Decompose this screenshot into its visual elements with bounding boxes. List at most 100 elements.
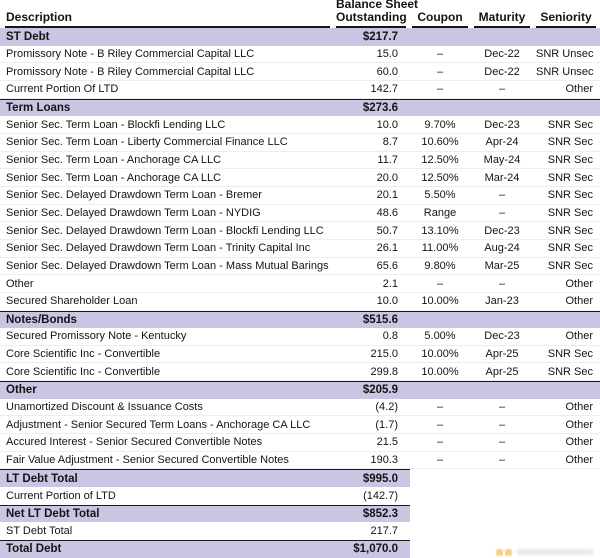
table-row: Unamortized Discount & Issuance Costs (4.… (0, 398, 600, 417)
cell-maturity: Dec-23 (484, 224, 520, 237)
table-row: Senior Sec. Delayed Drawdown Term Loan -… (0, 222, 600, 240)
cell-coupon: – (436, 436, 444, 449)
cell-coupon: – (436, 83, 444, 96)
cell-seniority: SNR Unsec (536, 47, 594, 60)
table-rows: ST Debt $217.7 Promissory Note - B Riley C… (0, 28, 600, 558)
table-row: Core Scientific Inc - Convertible 299.8 10… (0, 363, 600, 382)
cell-coupon: – (436, 418, 444, 431)
cell-maturity: – (498, 83, 506, 96)
cell-maturity: Dec-22 (484, 47, 520, 60)
cell-coupon: 9.70% (424, 118, 456, 131)
cell-outstanding: (1.7) (375, 418, 398, 431)
cell-seniority: Other (565, 401, 593, 414)
cell-maturity: Jan-23 (485, 295, 519, 308)
summary-total-row: LT Debt Total $995.0 (0, 469, 410, 488)
watermark-logo (496, 546, 594, 558)
table-row: Core Scientific Inc - Convertible 215.0 10… (0, 345, 600, 364)
cell-description: LT Debt Total (6, 472, 78, 485)
cell-outstanding: 50.7 (376, 224, 398, 237)
cell-description: Senior Sec. Term Loan - Liberty Commerci… (6, 136, 288, 149)
table-row: Other 2.1 – – Other (0, 275, 600, 293)
cell-seniority: SNR Sec (547, 348, 593, 361)
cell-description: Senior Sec. Delayed Drawdown Term Loan -… (6, 259, 329, 272)
cell-maturity: Mar-25 (484, 259, 520, 272)
column-header-outstanding-line1: Balance Sheet (336, 0, 419, 11)
cell-description: Senior Sec. Delayed Drawdown Term Loan -… (6, 224, 324, 237)
cell-description: Senior Sec. Term Loan - Anchorage CA LLC (6, 171, 222, 184)
cell-coupon: 11.00% (421, 242, 459, 255)
cell-description: Core Scientific Inc - Convertible (6, 365, 161, 378)
column-header-seniority: Seniority (536, 11, 596, 28)
table-row: Promissory Note - B Riley Commercial Cap… (0, 45, 600, 64)
cell-seniority: SNR Sec (547, 171, 593, 184)
cell-outstanding: $273.6 (362, 101, 398, 114)
cell-outstanding: $515.6 (362, 313, 398, 326)
cell-seniority: Other (565, 295, 593, 308)
cell-outstanding: 60.0 (376, 65, 398, 78)
cell-description: Adjustment - Senior Secured Term Loans -… (6, 418, 311, 431)
cell-coupon: – (436, 47, 444, 60)
cell-outstanding: 0.8 (382, 330, 398, 343)
cell-outstanding: 20.1 (376, 189, 398, 202)
cell-description: Promissory Note - B Riley Commercial Cap… (6, 47, 255, 60)
table-row: Senior Sec. Term Loan - Anchorage CA LLC… (0, 151, 600, 170)
cell-outstanding: 21.5 (376, 436, 398, 449)
summary-line-row: ST Debt Total 217.7 (0, 522, 410, 541)
cell-coupon: 13.10% (421, 224, 459, 237)
cell-coupon: 9.80% (424, 259, 456, 272)
cell-outstanding: 11.7 (377, 153, 398, 166)
cell-maturity: – (498, 418, 506, 431)
table-row: Promissory Note - B Riley Commercial Cap… (0, 63, 600, 81)
cell-outstanding: 142.7 (370, 83, 398, 96)
cell-description: Notes/Bonds (6, 313, 77, 326)
cell-description: Senior Sec. Delayed Drawdown Term Loan -… (6, 242, 311, 255)
table-row: Senior Sec. Term Loan - Liberty Commerci… (0, 133, 600, 152)
cell-description: Term Loans (6, 101, 71, 114)
cell-coupon: 12.50% (421, 153, 459, 166)
table-row: Senior Sec. Delayed Drawdown Term Loan -… (0, 239, 600, 258)
cell-seniority: SNR Sec (547, 206, 593, 219)
summary-line-row: Current Portion of LTD (142.7) (0, 487, 410, 505)
cell-description: Other (6, 277, 34, 290)
cell-maturity: Dec-23 (484, 118, 520, 131)
summary-total-row: Total Debt $1,070.0 (0, 540, 410, 558)
table-row: Senior Sec. Term Loan - Blockfi Lending … (0, 116, 600, 134)
table-row: Current Portion Of LTD 142.7 – – Other (0, 80, 600, 99)
summary-total-row: Net LT Debt Total $852.3 (0, 504, 410, 523)
cell-description: ST Debt Total (6, 525, 73, 538)
table-row: Adjustment - Senior Secured Term Loans -… (0, 416, 600, 435)
cell-maturity: Apr-24 (485, 136, 519, 149)
cell-coupon: 12.50% (421, 171, 459, 184)
cell-outstanding: 20.0 (376, 171, 398, 184)
cell-seniority: SNR Unsec (536, 65, 594, 78)
cell-outstanding: 299.8 (370, 365, 398, 378)
cell-description: Fair Value Adjustment - Senior Secured C… (6, 454, 289, 467)
cell-outstanding: (142.7) (363, 489, 398, 502)
cell-outstanding: 190.3 (370, 454, 398, 467)
cell-coupon: – (436, 65, 444, 78)
cell-seniority: SNR Sec (547, 189, 593, 202)
cell-outstanding: 8.7 (382, 136, 398, 149)
watermark-illegible-text (516, 549, 594, 555)
cell-coupon: 10.00% (421, 295, 459, 308)
cell-maturity: Dec-22 (484, 65, 520, 78)
section-row: ST Debt $217.7 (0, 28, 600, 46)
cell-outstanding: $852.3 (362, 508, 398, 521)
cell-outstanding: 48.6 (376, 206, 398, 219)
cell-coupon: Range (423, 206, 457, 219)
cell-maturity: Apr-25 (485, 348, 519, 361)
cell-outstanding: 65.6 (376, 259, 398, 272)
section-row: Other $205.9 (0, 381, 600, 399)
cell-description: Total Debt (6, 543, 62, 556)
cell-outstanding: $205.9 (362, 384, 398, 397)
cell-coupon: 10.00% (421, 348, 459, 361)
watermark-orange-mark-icon (496, 548, 512, 556)
cell-maturity: Mar-24 (484, 171, 520, 184)
table-row: Fair Value Adjustment - Senior Secured C… (0, 451, 600, 470)
cell-outstanding: 2.1 (382, 277, 398, 290)
cell-maturity: – (498, 401, 506, 414)
table-row: Senior Sec. Delayed Drawdown Term Loan -… (0, 257, 600, 276)
table-row: Accured Interest - Senior Secured Conver… (0, 434, 600, 452)
table-row: Secured Shareholder Loan 10.0 10.00% Jan-23… (0, 292, 600, 311)
